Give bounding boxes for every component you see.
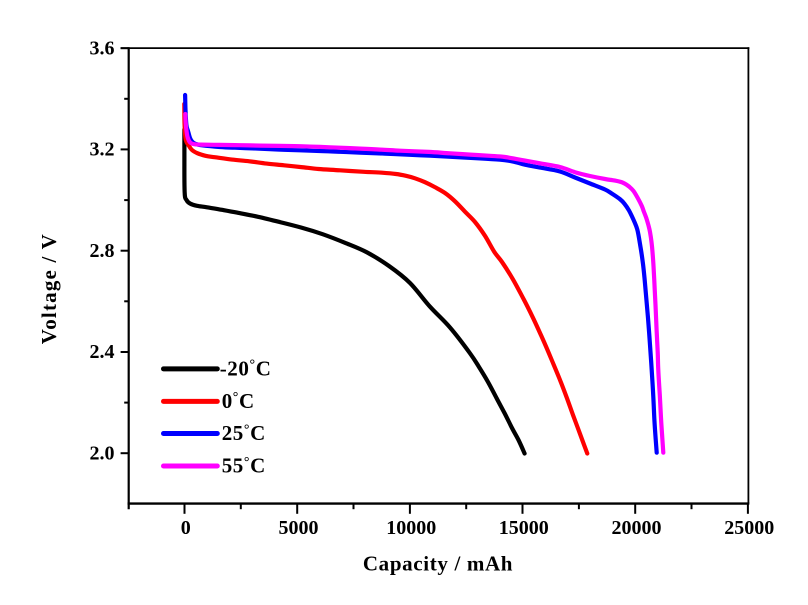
svg-text:25000: 25000 [724, 517, 774, 539]
svg-text:-20°C: -20°C [220, 357, 272, 381]
svg-text:5000: 5000 [279, 517, 319, 539]
svg-text:2.0: 2.0 [90, 442, 115, 464]
svg-text:2.4: 2.4 [90, 341, 115, 363]
svg-text:Capacity / mAh: Capacity / mAh [363, 552, 513, 576]
svg-text:20000: 20000 [612, 517, 662, 539]
svg-text:Voltage / V: Voltage / V [37, 233, 61, 344]
svg-text:10000: 10000 [386, 517, 436, 539]
svg-text:0°C: 0°C [222, 389, 255, 413]
svg-text:3.2: 3.2 [90, 139, 115, 161]
svg-text:2.8: 2.8 [90, 240, 115, 262]
svg-text:15000: 15000 [499, 517, 549, 539]
svg-text:25°C: 25°C [222, 421, 266, 445]
svg-text:55°C: 55°C [222, 454, 266, 478]
svg-text:0: 0 [181, 517, 191, 539]
svg-text:3.6: 3.6 [90, 37, 115, 59]
